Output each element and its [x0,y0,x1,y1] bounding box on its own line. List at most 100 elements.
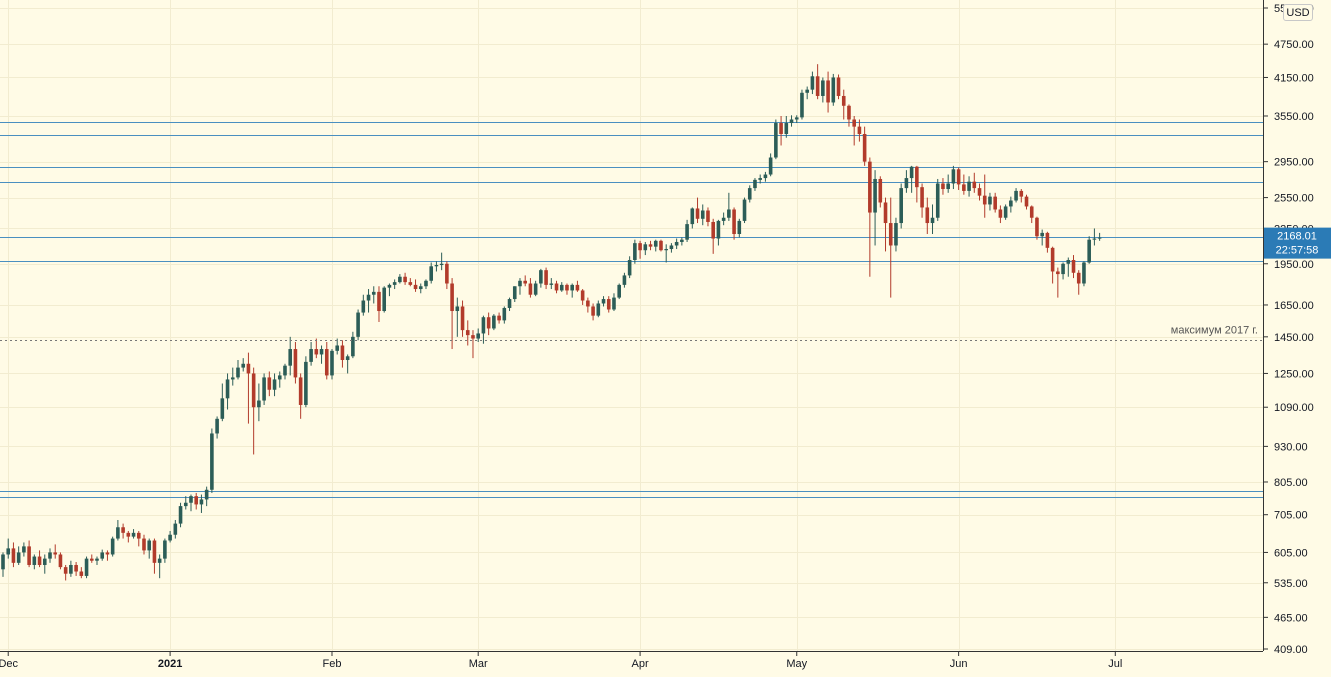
candle-down[interactable] [408,278,413,287]
candle-up[interactable] [6,538,11,559]
candle-up[interactable] [716,219,721,246]
candle-up[interactable] [481,315,486,344]
candle-up[interactable] [664,244,668,263]
candle-up[interactable] [669,243,674,253]
candle-down[interactable] [251,367,256,455]
candle-up[interactable] [69,560,73,577]
candle-up[interactable] [225,373,230,410]
candle-down[interactable] [941,178,945,195]
candle-down[interactable] [142,534,146,555]
candle-up[interactable] [210,428,214,493]
candle-down[interactable] [648,240,653,251]
candle-up[interactable] [366,289,371,313]
candle-down[interactable] [972,172,977,193]
candle-down[interactable] [126,530,131,543]
candle-up[interactable] [612,293,616,312]
candle-up[interactable] [753,178,757,191]
candle-down[interactable] [883,197,888,252]
candle-up[interactable] [110,536,115,557]
candle-down[interactable] [523,275,527,287]
candle-up[interactable] [183,496,188,510]
candle-up[interactable] [559,282,564,292]
candle-down[interactable] [194,492,199,510]
candle-up[interactable] [398,274,402,284]
candle-down[interactable] [105,550,110,561]
candle-up[interactable] [768,153,773,177]
candle-up[interactable] [502,306,507,324]
candle-up[interactable] [32,554,37,570]
candle-up[interactable] [220,383,225,422]
candle-down[interactable] [554,280,559,294]
candle-down[interactable] [852,115,856,146]
candle-down[interactable] [580,289,585,305]
candle-up[interactable] [283,363,287,380]
candle-up[interactable] [42,554,47,574]
candle-up[interactable] [1009,196,1013,213]
candle-up[interactable] [674,238,679,250]
candle-up[interactable] [48,548,52,563]
candle-down[interactable] [497,312,501,324]
candle-down[interactable] [732,207,736,240]
candle-up[interactable] [742,197,747,224]
candle-up[interactable] [100,549,105,561]
candle-up[interactable] [727,192,731,221]
candle-down[interactable] [152,538,157,574]
candle-down[interactable] [591,303,595,321]
candle-up[interactable] [507,297,512,312]
candle-up[interactable] [601,296,606,307]
candle-up[interactable] [392,279,397,290]
candle-down[interactable] [298,373,303,419]
candle-up[interactable] [116,520,120,541]
candle-down[interactable] [857,119,862,142]
candle-up[interactable] [351,331,355,359]
candle-down[interactable] [888,197,893,298]
candle-up[interactable] [1092,228,1097,246]
candle-down[interactable] [1076,270,1081,295]
candle-up[interactable] [988,192,992,211]
candle-down[interactable] [79,567,84,579]
candle-up[interactable] [319,345,324,364]
candle-up[interactable] [157,554,162,579]
candle-down[interactable] [982,174,987,218]
candle-up[interactable] [1066,257,1071,277]
candle-up[interactable] [455,297,460,337]
candle-down[interactable] [711,218,715,254]
candle-up[interactable] [899,183,903,229]
candle-down[interactable] [1024,194,1029,210]
candle-up[interactable] [873,170,877,246]
candle-up[interactable] [492,314,496,331]
candle-up[interactable] [758,174,762,184]
candle-up[interactable] [789,115,794,127]
candle-down[interactable] [74,561,78,576]
candle-up[interactable] [904,170,909,193]
candle-down[interactable] [11,542,16,568]
candle-down[interactable] [27,540,31,568]
candle-up[interactable] [215,416,219,439]
candle-up[interactable] [1003,204,1008,220]
candle-up[interactable] [643,241,648,256]
candle-down[interactable] [246,352,251,424]
candle-down[interactable] [1050,246,1055,284]
candle-down[interactable] [53,544,58,559]
candle-down[interactable] [779,115,783,146]
candle-down[interactable] [841,89,846,120]
candle-down[interactable] [1019,189,1024,203]
candle-up[interactable] [737,218,742,238]
candle-up[interactable] [627,256,632,279]
candle-down[interactable] [925,197,930,235]
candle-up[interactable] [1,552,5,577]
candle-down[interactable] [695,197,700,224]
candle-down[interactable] [1029,205,1034,224]
candle-down[interactable] [1071,255,1076,279]
candle-up[interactable] [894,217,898,252]
candle-down[interactable] [836,74,841,100]
candle-up[interactable] [476,328,481,342]
candle-up[interactable] [721,212,726,226]
candle-down[interactable] [706,207,710,227]
candle-up[interactable] [1014,188,1018,203]
candle-down[interactable] [293,341,298,384]
candle-up[interactable] [653,239,658,252]
candle-up[interactable] [163,538,167,563]
candle-up[interactable] [1087,236,1091,264]
candle-down[interactable] [471,330,475,359]
